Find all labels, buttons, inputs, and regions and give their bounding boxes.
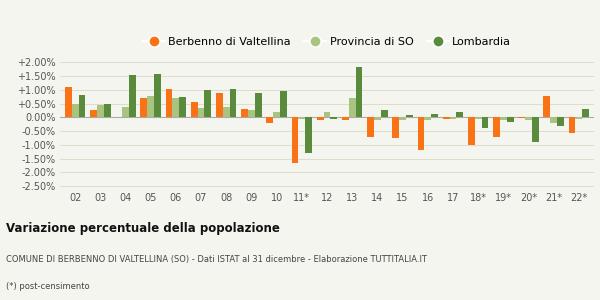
Bar — [166, 89, 172, 117]
Bar — [140, 98, 147, 117]
Bar — [356, 67, 362, 117]
Bar — [342, 117, 349, 120]
Bar — [317, 117, 323, 120]
Bar — [266, 117, 273, 123]
Bar — [374, 117, 381, 120]
Bar — [331, 117, 337, 119]
Bar — [230, 89, 236, 117]
Bar — [406, 115, 413, 117]
Bar — [255, 93, 262, 117]
Text: COMUNE DI BERBENNO DI VALTELLINA (SO) - Dati ISTAT al 31 dicembre - Elaborazione: COMUNE DI BERBENNO DI VALTELLINA (SO) - … — [6, 255, 427, 264]
Bar — [90, 110, 97, 117]
Bar — [424, 117, 431, 120]
Bar — [475, 117, 482, 119]
Bar — [191, 102, 197, 117]
Bar — [468, 117, 475, 146]
Bar — [248, 110, 255, 117]
Bar — [280, 91, 287, 117]
Bar — [381, 110, 388, 117]
Bar — [216, 93, 223, 117]
Bar — [449, 117, 457, 119]
Bar — [72, 104, 79, 117]
Bar — [223, 107, 230, 117]
Bar — [532, 117, 539, 142]
Text: (*) post-censimento: (*) post-censimento — [6, 282, 89, 291]
Bar — [273, 112, 280, 117]
Bar — [557, 117, 564, 126]
Bar — [79, 95, 85, 117]
Bar — [525, 117, 532, 120]
Bar — [482, 117, 488, 128]
Bar — [129, 76, 136, 117]
Bar — [323, 112, 331, 117]
Bar — [457, 112, 463, 117]
Bar — [205, 90, 211, 117]
Bar — [399, 117, 406, 120]
Bar — [367, 117, 374, 137]
Bar — [507, 117, 514, 122]
Bar — [443, 117, 449, 119]
Bar — [550, 117, 557, 123]
Bar — [172, 98, 179, 117]
Bar — [392, 117, 399, 138]
Bar — [179, 97, 186, 117]
Bar — [122, 107, 129, 117]
Bar — [292, 117, 298, 163]
Bar — [154, 74, 161, 117]
Bar — [431, 113, 438, 117]
Bar — [65, 87, 72, 117]
Bar — [305, 117, 312, 153]
Bar — [418, 117, 424, 150]
Bar — [518, 117, 525, 118]
Legend: Berbenno di Valtellina, Provincia di SO, Lombardia: Berbenno di Valtellina, Provincia di SO,… — [138, 33, 516, 51]
Bar — [575, 117, 582, 119]
Bar — [147, 96, 154, 117]
Bar — [97, 105, 104, 117]
Bar — [500, 117, 507, 120]
Bar — [569, 117, 575, 133]
Bar — [493, 117, 500, 137]
Bar — [241, 109, 248, 117]
Bar — [349, 98, 356, 117]
Bar — [298, 117, 305, 119]
Bar — [544, 96, 550, 117]
Text: Variazione percentuale della popolazione: Variazione percentuale della popolazione — [6, 222, 280, 235]
Bar — [197, 108, 205, 117]
Bar — [582, 109, 589, 117]
Bar — [104, 103, 110, 117]
